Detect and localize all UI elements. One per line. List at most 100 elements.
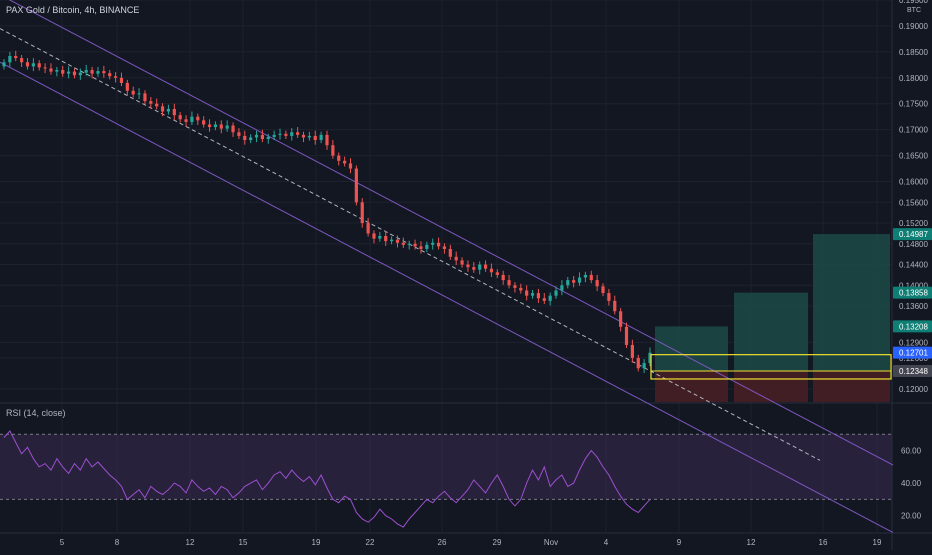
candle-body — [225, 125, 229, 129]
candle-body — [489, 268, 494, 273]
price-axis-label: 0.15200 — [899, 219, 928, 228]
candle-body — [595, 280, 599, 287]
candle-body — [577, 277, 582, 283]
candle-body — [607, 293, 611, 301]
symbol-title: PAX Gold / Bitcoin, 4h, BINANCE — [6, 5, 140, 15]
candle-body — [495, 272, 499, 275]
loss-zone[interactable] — [734, 370, 808, 402]
candle-body — [125, 82, 129, 91]
candle-body — [8, 56, 12, 63]
time-axis-label: 16 — [819, 538, 828, 547]
candle-body — [184, 119, 188, 122]
candle-body — [343, 160, 347, 164]
candle-body — [378, 236, 382, 239]
candle-body — [442, 246, 447, 249]
candle-body — [196, 116, 200, 121]
price-label-badge — [893, 228, 932, 241]
candle-body — [525, 290, 529, 296]
price-label-text: 0.13208 — [899, 322, 928, 331]
candle-body — [519, 287, 523, 291]
candle-body — [284, 133, 288, 136]
loss-zone[interactable] — [813, 370, 890, 402]
candle-body — [96, 71, 100, 74]
candle-body — [237, 132, 241, 136]
candle-body — [325, 134, 329, 146]
rsi-line — [3, 430, 651, 528]
time-axis-label: 15 — [239, 538, 248, 547]
profit-zone[interactable] — [734, 292, 808, 371]
candle-body — [589, 274, 593, 281]
channel-upper-line[interactable] — [0, 0, 894, 466]
candle-body — [155, 103, 159, 107]
candle-body — [542, 298, 546, 301]
candle-body — [290, 132, 294, 136]
candle-body — [313, 135, 317, 141]
price-label-text: 0.14987 — [899, 230, 928, 239]
profit-zone[interactable] — [813, 234, 890, 371]
candle-body — [296, 132, 300, 135]
channel-lower-line[interactable] — [0, 61, 894, 533]
candle-body — [84, 70, 88, 73]
candle-body — [119, 77, 124, 83]
price-axis-label: 0.18000 — [899, 74, 928, 83]
candle-body — [55, 70, 59, 72]
candle-body — [102, 71, 106, 74]
candle-body — [460, 260, 464, 265]
price-axis-label: 0.17500 — [899, 100, 928, 109]
candle-body — [507, 280, 511, 286]
candle-body — [425, 244, 429, 249]
price-axis-label: 0.19000 — [899, 22, 928, 31]
candle-body — [72, 71, 77, 76]
rsi-axis-label: 60.00 — [901, 447, 922, 456]
candle-body — [413, 243, 417, 247]
candle-body — [67, 71, 71, 74]
profit-zone[interactable] — [655, 326, 728, 371]
candle-body — [560, 285, 564, 291]
price-axis-label: 0.14400 — [899, 261, 928, 270]
price-axis-label: 0.15600 — [899, 198, 928, 207]
candle-body — [272, 134, 276, 137]
time-axis-label: 26 — [438, 538, 447, 547]
loss-zone[interactable] — [655, 370, 728, 402]
candle-body — [254, 134, 259, 138]
candle-body — [366, 223, 370, 234]
candle-body — [202, 120, 206, 125]
candle-body — [172, 108, 176, 116]
candle-body — [472, 267, 476, 270]
candle-body — [466, 264, 470, 268]
entry-zone-box[interactable] — [650, 354, 892, 380]
time-axis-label: 8 — [115, 538, 120, 547]
candle-body — [43, 67, 47, 69]
candle-body — [90, 70, 94, 74]
candle-body — [483, 264, 488, 269]
time-axis-label: Nov — [544, 538, 558, 547]
candle-body — [231, 125, 235, 133]
candle-body — [113, 76, 118, 78]
candle-body — [243, 135, 247, 141]
candle-body — [630, 344, 634, 358]
candle-body — [260, 134, 264, 140]
candle-body — [619, 311, 623, 327]
candle-body — [648, 352, 652, 364]
candle-body — [31, 63, 35, 67]
price-axis-label: 0.14000 — [899, 281, 928, 290]
candle-body — [613, 300, 617, 312]
rsi-axis-label: 40.00 — [901, 479, 922, 488]
candle-body — [501, 274, 505, 281]
candle-body — [566, 280, 570, 286]
price-axis-label: 0.13600 — [899, 302, 928, 311]
candle-body — [25, 62, 30, 67]
candle-body — [160, 106, 165, 112]
time-axis-label: 12 — [747, 538, 756, 547]
time-axis-label: 19 — [312, 538, 321, 547]
candle-body — [513, 285, 517, 288]
candle-body — [301, 134, 306, 138]
candle-body — [143, 93, 147, 102]
time-axis-label: 19 — [873, 538, 882, 547]
price-axis-label: 0.17000 — [899, 126, 928, 135]
rsi-title: RSI (14, close) — [6, 408, 66, 418]
candle-body — [348, 163, 353, 169]
candle-body — [337, 155, 341, 161]
